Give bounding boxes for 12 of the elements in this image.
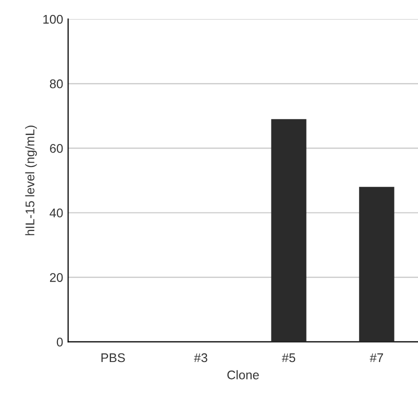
x-tick-label: #3 [194, 353, 208, 362]
y-tick-label: 0 [56, 338, 63, 347]
x-tick-label: PBS [101, 353, 125, 362]
x-tick-label: #5 [282, 353, 296, 362]
y-tick-label: 40 [50, 208, 63, 218]
x-tick-label: #7 [370, 353, 384, 362]
y-tick-label: 100 [43, 14, 63, 24]
y-tick-label: 60 [50, 144, 63, 153]
y-tick-label: 20 [50, 273, 63, 282]
x-axis-title: Clone [227, 370, 259, 380]
y-axis-title: hIL-15 level (ng/mL) [25, 126, 37, 236]
y-tick-label: 80 [50, 79, 63, 88]
